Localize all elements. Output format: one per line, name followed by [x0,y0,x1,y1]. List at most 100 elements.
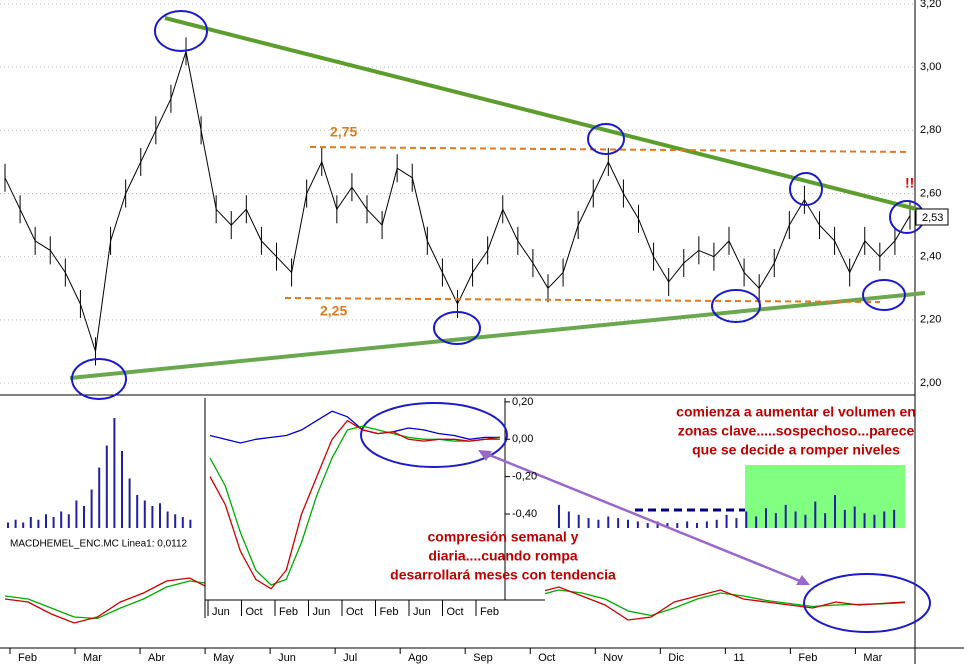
volume-bar [883,511,886,528]
inset-x-tick-label: Jun [313,606,331,618]
y-tick-label: 2,20 [920,314,941,326]
volume-bar [166,511,169,528]
volume-bar [121,451,123,528]
volume-bar [143,500,146,528]
note-compression: diaria....cuando rompa [428,548,578,564]
inset-x-tick-label: Feb [380,606,399,618]
volume-bar [696,523,698,528]
volume-bar [765,508,767,528]
inset-blue [209,410,500,444]
x-tick-label: Nov [603,652,623,664]
x-tick-label: Abr [148,652,165,664]
volume-bar [627,519,629,528]
volume-bar [666,523,669,528]
volume-bar [75,500,78,528]
volume-bar [45,514,47,528]
volume-bar [105,445,108,528]
volume-bar [646,523,649,528]
level-low-label: 2,25 [320,303,347,319]
volume-bar [98,467,101,528]
last-value: 2,53 [922,212,943,224]
volume-bar [784,504,787,528]
volume-bar [83,506,85,528]
volume-bar [128,478,131,528]
inset-x-tick-label: Feb [480,606,499,618]
note-volume: que se decide a romper niveles [692,442,900,458]
y-tick-label: 2,40 [920,251,941,263]
volume-bar [715,519,718,528]
x-tick-label: Jun [278,652,296,664]
y-tick-label: 3,00 [920,61,941,73]
x-tick-label: Dic [668,652,684,664]
volume-bar [705,521,708,528]
macd-label: MACDHEMEL_ENC.MC Linea1: 0,0112 [10,539,188,550]
volume-bar [636,521,639,528]
inset-x-tick-label: Oct [346,606,363,618]
volume-bar [863,513,866,528]
inset-green [209,425,500,586]
volume-bar [113,418,116,528]
volume-bar [587,518,590,528]
y-tick-label: 2,80 [920,124,941,136]
support-line [69,291,926,380]
volume-bar [814,501,817,528]
volume-bar [824,513,827,528]
volume-bar [558,504,560,528]
level-low-line [284,297,881,303]
inset-background [205,398,545,618]
volume-bar [774,513,777,528]
volume-bar [174,514,177,528]
x-tick-label: Mar [83,652,102,664]
volume-bar [136,495,139,528]
inset-y-tick-label: 0,00 [512,433,533,445]
volume-bar [656,521,659,528]
level-high-line [309,146,911,153]
alert: !! [905,175,914,191]
y-tick-label: 2,60 [920,187,941,199]
volume-bar [853,506,856,528]
volume-bar [577,514,580,528]
inset-red [209,419,501,590]
circle [360,402,508,468]
note-compression: desarrollará meses con tendencia [390,567,616,583]
level-high-label: 2,75 [330,124,357,140]
circle [789,172,823,206]
circle [803,573,931,633]
last-value-box [915,208,949,226]
note-volume: zonas clave.....sospechoso...parece [678,423,915,439]
x-tick-label: Feb [18,652,37,664]
volume-bar [151,506,154,528]
circle [154,10,208,52]
circle [711,289,761,323]
volume-bar [90,489,93,528]
inset-y-tick-label: -0,20 [512,471,537,483]
x-tick-label: Jul [343,652,357,664]
circle [862,279,906,311]
volume-bar [597,519,600,528]
y-tick-label: 2,00 [920,377,941,389]
inset-x-tick-label: Oct [246,606,263,618]
inset-x-tick-label: Jun [212,606,230,618]
highlight-circles [71,10,931,633]
volume-bar [567,511,570,528]
x-tick-label: May [213,652,234,664]
inset: 0,20 0,00 -0,20 -0,40 Jun Oct Feb Jun Oct Feb Jun O… [207,396,537,618]
volume-bar [676,523,679,528]
volume-bar [181,517,184,528]
volume-bar [67,514,70,528]
arrow-head [796,575,810,585]
inset-x-tick-label: Feb [279,606,298,618]
volume-bar [755,516,758,528]
volume-bar [725,514,728,528]
volume-bar [14,519,17,528]
volume-bar [745,511,748,528]
inset-x-tick-label: Jun [413,606,431,618]
connector-arrow [481,450,806,585]
arrow-head [478,450,492,461]
inset-y-tick-label: -0,40 [512,508,537,520]
x-tick-label: Sep [473,652,493,664]
volume-bar [52,517,55,528]
inset-y-tick-label: 0,20 [512,396,533,408]
volume-bar [843,509,846,528]
